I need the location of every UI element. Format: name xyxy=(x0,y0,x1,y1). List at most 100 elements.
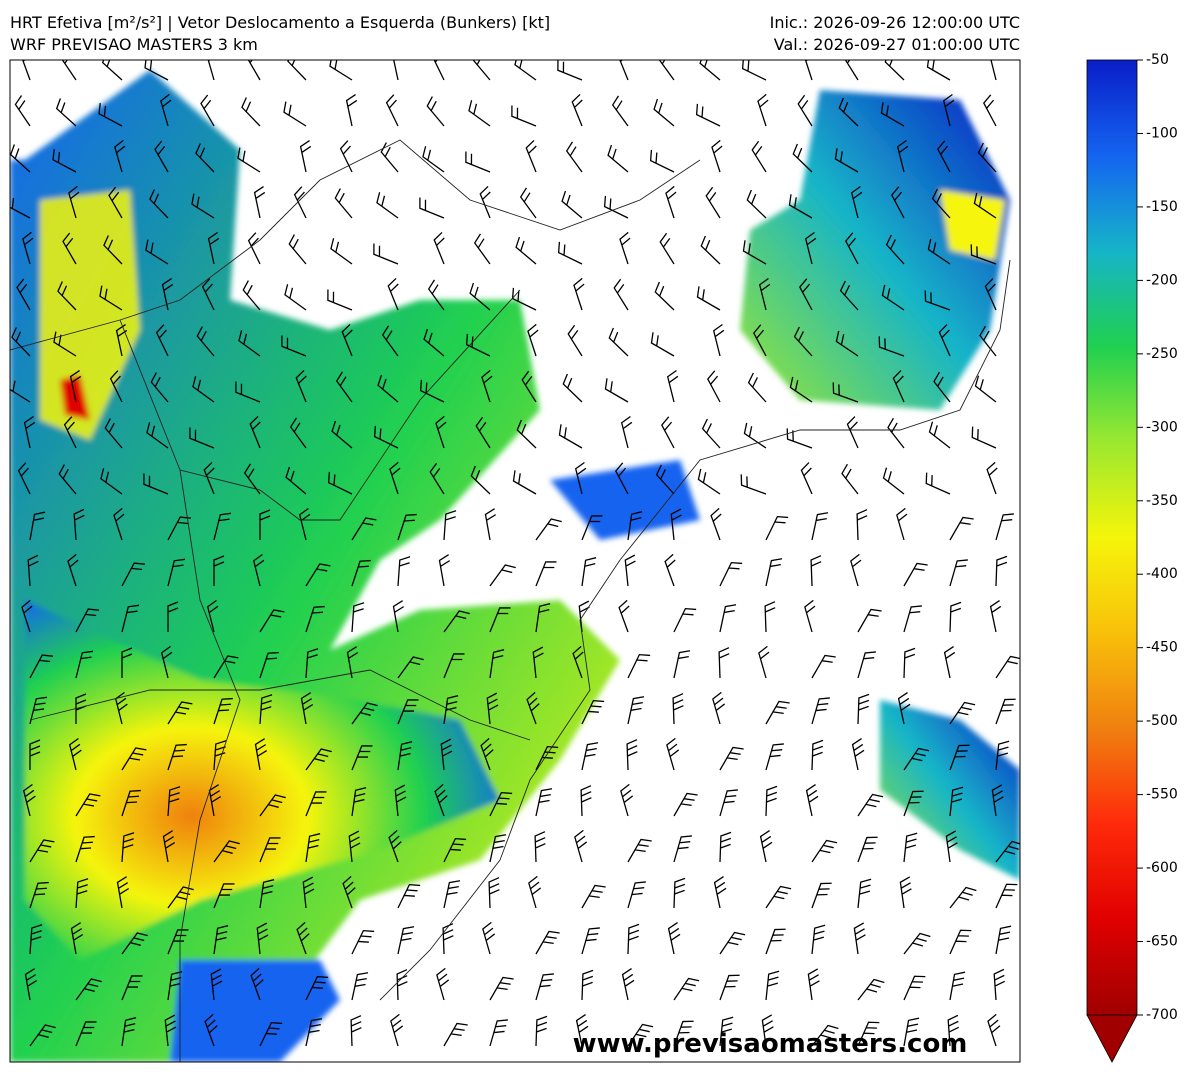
wind-barb xyxy=(351,559,371,587)
wind-barb xyxy=(751,140,767,173)
wind-barb xyxy=(11,327,31,357)
wind-barb xyxy=(803,60,815,81)
wind-barb xyxy=(925,472,951,495)
wind-barb xyxy=(653,98,675,127)
barb-line xyxy=(856,509,868,541)
barb-line xyxy=(189,427,215,449)
wind-barb xyxy=(475,416,491,449)
wind-barb xyxy=(468,100,491,127)
wind-barb xyxy=(489,834,507,863)
wind-barb xyxy=(167,971,183,1001)
wind-barb xyxy=(695,103,721,127)
wind-barb xyxy=(857,651,876,679)
barb-line xyxy=(743,422,767,449)
barb-line xyxy=(69,370,82,403)
barb-line xyxy=(443,880,461,909)
wind-barb xyxy=(351,517,377,541)
wind-barb xyxy=(899,876,912,909)
wind-barb xyxy=(390,1013,404,1047)
wind-barb xyxy=(757,93,769,127)
barb-line xyxy=(247,232,261,265)
barb-line xyxy=(29,511,46,541)
wind-barb xyxy=(484,508,497,541)
colorbar-tick-label: -50 xyxy=(1146,52,1169,68)
barb-line xyxy=(259,879,275,909)
wind-barb xyxy=(673,792,698,817)
wind-barb xyxy=(435,415,447,449)
barb-line xyxy=(811,1024,839,1047)
wind-barb xyxy=(489,564,516,587)
barb-line xyxy=(489,607,511,633)
wind-barb xyxy=(514,60,537,81)
wind-barb xyxy=(98,103,123,127)
wind-barb xyxy=(719,746,744,771)
wind-barb xyxy=(528,875,542,909)
wind-barb xyxy=(305,748,332,771)
barb-line xyxy=(288,234,307,265)
wind-barb xyxy=(200,94,215,127)
barb-line xyxy=(206,60,218,81)
barb-line xyxy=(991,784,1004,817)
barb-line xyxy=(305,605,325,633)
barb-line xyxy=(627,881,646,909)
barb-line xyxy=(949,886,977,909)
barb-line xyxy=(857,793,884,817)
barb-line xyxy=(697,468,721,495)
barb-line xyxy=(878,336,905,357)
watermark: www.previsaomasters.com xyxy=(573,1029,968,1059)
wind-barb xyxy=(443,837,467,863)
wind-barb xyxy=(489,607,511,633)
wind-barb xyxy=(113,507,125,541)
barb-line xyxy=(99,285,123,311)
wind-barb xyxy=(58,464,77,495)
wind-barb xyxy=(519,187,537,219)
wind-barb xyxy=(283,101,307,127)
wind-barb xyxy=(327,289,353,311)
wind-barb xyxy=(429,462,445,495)
wind-barb xyxy=(851,738,865,771)
barb-line xyxy=(765,515,789,541)
wind-barb xyxy=(443,695,459,725)
barb-line xyxy=(535,603,551,633)
barb-line xyxy=(903,747,930,771)
wind-barb xyxy=(672,693,684,725)
barb-line xyxy=(759,830,773,863)
barb-line xyxy=(161,278,174,311)
barb-line xyxy=(718,647,730,679)
barb-line xyxy=(949,559,968,587)
wind-barb xyxy=(210,968,223,1001)
wind-barb xyxy=(719,604,737,633)
barb-line xyxy=(881,284,905,311)
barb-line xyxy=(945,830,958,863)
init-time: Inic.: 2026-09-26 12:00:00 UTC xyxy=(770,13,1020,32)
barb-line xyxy=(834,148,859,173)
barb-line xyxy=(162,830,176,863)
barb-line xyxy=(24,968,38,1001)
wind-barb xyxy=(845,232,859,265)
barb-line xyxy=(527,323,539,357)
barb-line xyxy=(657,60,675,81)
barb-line xyxy=(695,103,721,127)
barb-line xyxy=(160,645,173,679)
barb-line xyxy=(535,973,554,1001)
barb-line xyxy=(298,507,311,541)
wind-barb xyxy=(697,468,721,495)
wind-barb xyxy=(155,324,169,357)
wind-barb xyxy=(104,418,123,449)
wind-barb xyxy=(101,60,123,81)
barb-line xyxy=(29,1024,56,1047)
barb-line xyxy=(330,238,353,265)
barb-line xyxy=(903,832,918,863)
barb-line xyxy=(712,323,725,357)
wind-barb xyxy=(885,234,905,265)
barb-line xyxy=(835,330,859,357)
wind-barb xyxy=(719,974,740,1001)
wind-barb xyxy=(287,60,307,81)
barb-line xyxy=(627,696,645,725)
barb-line xyxy=(987,1013,1001,1047)
wind-barb xyxy=(486,692,499,725)
barb-line xyxy=(443,653,465,679)
wind-barb xyxy=(764,601,776,633)
wind-barb xyxy=(213,697,233,725)
barb-line xyxy=(561,190,583,219)
